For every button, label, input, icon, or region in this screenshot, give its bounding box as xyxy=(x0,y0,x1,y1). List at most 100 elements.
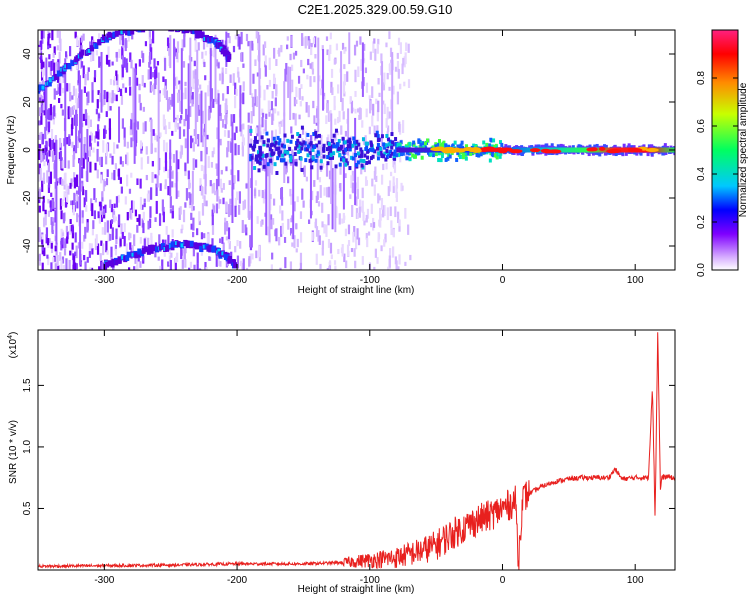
carrier-cell xyxy=(490,144,494,149)
carrier-cell xyxy=(376,156,380,161)
noise-cell xyxy=(114,163,117,170)
carrier-cell xyxy=(500,142,504,147)
noise-cell xyxy=(320,134,323,145)
noise-cell xyxy=(330,254,333,260)
noise-cell xyxy=(132,137,135,142)
arc-lower-cell xyxy=(165,244,170,251)
noise-cell xyxy=(42,102,45,111)
noise-cell xyxy=(354,90,357,97)
noise-cell xyxy=(150,232,153,241)
noise-cell xyxy=(120,223,123,235)
noise-cell xyxy=(319,185,322,198)
noise-cell xyxy=(59,83,62,96)
noise-cell xyxy=(69,107,72,118)
noise-cell xyxy=(257,31,260,44)
carrier-cell xyxy=(306,132,310,137)
noise-cell xyxy=(283,237,287,243)
arc-upper-cell xyxy=(208,36,213,43)
colorbar-frame xyxy=(711,29,739,271)
noise-cell xyxy=(278,47,281,57)
carrier-cell xyxy=(395,145,399,150)
noise-streak xyxy=(86,128,89,183)
noise-cell xyxy=(83,255,86,261)
noise-streak xyxy=(289,66,292,121)
noise-cell xyxy=(307,36,310,41)
noise-cell xyxy=(109,78,113,85)
arc-lower-cell xyxy=(202,244,206,249)
noise-cell xyxy=(251,43,254,51)
carrier-cell xyxy=(556,144,560,149)
carrier-cell xyxy=(299,156,303,161)
noise-cell xyxy=(128,267,131,270)
carrier-cell xyxy=(635,151,639,156)
noise-cell xyxy=(77,242,81,249)
noise-cell xyxy=(168,269,171,270)
noise-cell xyxy=(169,209,173,214)
noise-cell xyxy=(50,262,53,270)
noise-cell xyxy=(206,233,209,244)
noise-cell xyxy=(39,167,42,181)
noise-cell xyxy=(318,75,321,82)
noise-cell xyxy=(114,244,118,251)
arc-upper-cell xyxy=(157,23,161,29)
carrier-cell xyxy=(530,145,534,150)
noise-cell xyxy=(236,255,240,269)
noise-cell xyxy=(281,119,284,127)
noise-cell xyxy=(321,202,324,213)
carrier-cell xyxy=(342,149,346,154)
noise-cell xyxy=(242,63,245,68)
carrier-cell xyxy=(506,145,510,150)
carrier-cell xyxy=(367,160,371,165)
noise-cell xyxy=(270,159,274,170)
colorbar-label: Normalized spectral amplitude xyxy=(738,82,749,217)
carrier-cell xyxy=(380,134,384,139)
carrier-cell xyxy=(383,145,387,150)
carrier-cell xyxy=(376,143,380,148)
noise-cell xyxy=(340,125,343,135)
noise-streak xyxy=(214,34,217,102)
carrier-cell xyxy=(520,151,524,156)
noise-cell xyxy=(327,186,330,198)
noise-cell xyxy=(227,140,230,152)
noise-cell xyxy=(232,45,236,53)
noise-cell xyxy=(328,260,332,266)
carrier-cell xyxy=(390,145,394,150)
noise-cell xyxy=(51,59,55,70)
noise-cell xyxy=(371,178,374,187)
noise-cell xyxy=(255,250,258,259)
noise-cell xyxy=(75,88,78,98)
carrier-cell xyxy=(332,133,336,138)
noise-cell xyxy=(386,106,389,120)
carrier-cell xyxy=(317,140,321,145)
noise-cell xyxy=(326,49,329,56)
noise-cell xyxy=(38,135,41,140)
noise-cell xyxy=(321,45,324,51)
carrier-cell xyxy=(322,154,326,159)
noise-cell xyxy=(233,175,236,184)
noise-cell xyxy=(142,222,145,234)
noise-cell xyxy=(260,220,263,227)
noise-streak xyxy=(100,51,103,113)
noise-cell xyxy=(72,264,75,270)
noise-cell xyxy=(380,197,384,210)
noise-cell xyxy=(53,188,57,202)
noise-streak xyxy=(75,109,78,154)
noise-streak xyxy=(55,139,58,245)
carrier-cell xyxy=(417,151,421,156)
noise-cell xyxy=(46,127,49,135)
noise-cell xyxy=(41,180,44,192)
carrier-cell xyxy=(334,128,338,133)
carrier-cell xyxy=(346,139,350,144)
carrier-cell xyxy=(304,147,308,152)
noise-cell xyxy=(383,72,386,85)
noise-cell xyxy=(72,204,75,216)
carrier-cell xyxy=(304,158,308,163)
arc-lower-cell xyxy=(126,251,131,258)
arc-upper-cell xyxy=(173,23,177,29)
noise-cell xyxy=(49,112,53,121)
noise-cell xyxy=(333,95,336,109)
noise-cell xyxy=(139,178,142,189)
noise-cell xyxy=(140,157,143,170)
carrier-peak xyxy=(442,149,452,154)
